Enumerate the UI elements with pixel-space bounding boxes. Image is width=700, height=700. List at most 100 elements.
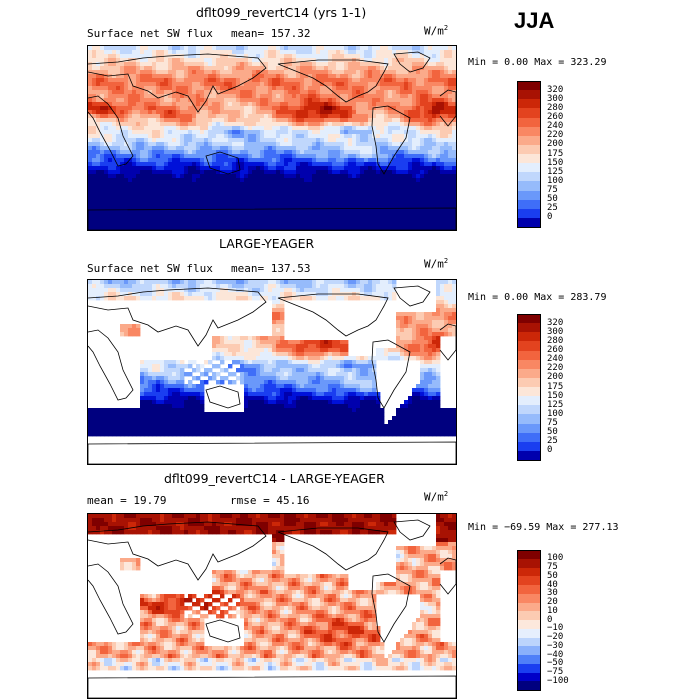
map-cell — [232, 198, 237, 203]
map-cell — [200, 66, 205, 71]
map-cell — [388, 62, 393, 67]
map-cell — [348, 46, 353, 51]
map-cell — [324, 106, 329, 111]
map-cell — [264, 86, 269, 91]
map-cell — [444, 62, 449, 67]
map-cell — [432, 94, 437, 99]
map-cell — [380, 214, 385, 219]
map-cell — [204, 166, 209, 171]
map-cell — [308, 126, 313, 131]
map-cell — [108, 78, 113, 83]
map-cell — [444, 126, 449, 131]
map-cell — [236, 162, 241, 167]
map-cell — [124, 186, 129, 191]
map-cell — [120, 190, 125, 195]
map-cell — [372, 288, 377, 293]
map-cell — [176, 194, 181, 199]
map-cell — [244, 202, 249, 207]
map-cell — [236, 58, 241, 63]
map-cell — [156, 210, 161, 215]
map-cell — [336, 110, 341, 115]
map-cell — [448, 150, 453, 155]
map-cell — [272, 86, 277, 91]
map-cell — [364, 178, 369, 183]
map-cell — [248, 182, 253, 187]
map-cell — [328, 296, 333, 301]
map-cell — [364, 130, 369, 135]
map-cell — [160, 138, 165, 143]
map-cell — [436, 174, 441, 179]
map-cell — [216, 46, 221, 51]
map-cell — [260, 106, 265, 111]
map-cell — [280, 312, 285, 317]
map-cell — [204, 186, 209, 191]
map-cell — [112, 138, 117, 143]
map-cell — [308, 82, 313, 87]
map-cell — [448, 66, 453, 71]
map-cell — [428, 198, 433, 203]
map-cell — [280, 82, 285, 87]
map-cell — [396, 78, 401, 83]
map-cell — [336, 74, 341, 79]
map-cell — [272, 122, 277, 127]
map-cell — [416, 130, 421, 135]
map-cell — [380, 130, 385, 135]
map-cell — [276, 320, 281, 325]
map-cell — [396, 340, 401, 345]
map-cell — [308, 166, 313, 171]
map-cell — [264, 118, 269, 123]
map-cell — [320, 134, 325, 139]
map-cell — [128, 74, 133, 79]
map-cell — [432, 102, 437, 107]
map-cell — [440, 146, 445, 151]
map-cell — [368, 138, 373, 143]
map-cell — [184, 86, 189, 91]
map-cell — [184, 78, 189, 83]
map-cell — [232, 118, 237, 123]
colorbar-swatch — [517, 144, 541, 155]
season-label: JJA — [514, 8, 555, 33]
map-cell — [124, 324, 129, 329]
map-cell — [324, 134, 329, 139]
map-cell — [344, 182, 349, 187]
colorbar-swatch — [517, 208, 541, 219]
map-cell — [360, 78, 365, 83]
map-cell — [236, 198, 241, 203]
map-cell — [128, 86, 133, 91]
map-cell — [408, 190, 413, 195]
map-cell — [96, 226, 101, 230]
map-cell — [180, 58, 185, 63]
map-cell — [264, 222, 269, 227]
map-cell — [288, 166, 293, 171]
map-cell — [180, 74, 185, 79]
map-cell — [296, 46, 301, 51]
map-cell — [388, 122, 393, 127]
map-cell — [204, 82, 209, 87]
map-cell — [132, 146, 137, 151]
map-cell — [444, 288, 449, 293]
map-cell — [272, 206, 277, 211]
map-cell — [188, 86, 193, 91]
map-cell — [160, 210, 165, 215]
map-cell — [444, 300, 449, 305]
map-cell — [340, 174, 345, 179]
map-cell — [360, 90, 365, 95]
map-cell — [244, 178, 249, 183]
map-cell — [372, 138, 377, 143]
map-cell — [316, 54, 321, 59]
map-cell — [264, 46, 269, 51]
map-cell — [160, 194, 165, 199]
map-cell — [104, 202, 109, 207]
map-cell — [404, 198, 409, 203]
map-cell — [280, 94, 285, 99]
map-cell — [272, 54, 277, 59]
map-cell — [432, 226, 437, 230]
map-cell — [428, 316, 433, 321]
map-cell — [348, 62, 353, 67]
colorbar-tick-label: 175 — [547, 148, 564, 159]
map-cell — [112, 284, 117, 289]
map-cell — [444, 296, 449, 301]
map-cell — [104, 162, 109, 167]
map-cell — [300, 102, 305, 107]
map-cell — [376, 90, 381, 95]
